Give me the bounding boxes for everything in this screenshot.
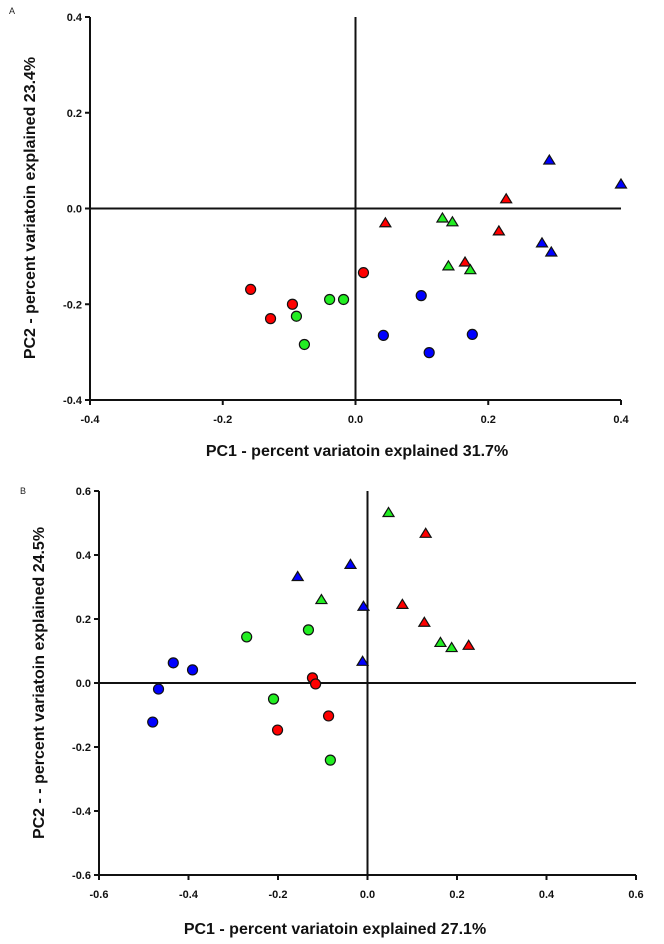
panel-b-y-tick-label: 0.6	[76, 486, 91, 498]
panel-b-point-green-circle	[267, 693, 280, 705]
panel-a-x-tick-label: 0.0	[348, 414, 363, 426]
panel-b-point-blue-triangle	[343, 558, 358, 569]
panel-b-x-tick-label: -0.6	[90, 889, 109, 901]
panel-a-chart: A PC2 - percent variatoin explained 23.4…	[9, 6, 630, 460]
panel-b-x-tick-label: -0.2	[269, 889, 288, 901]
panel-b-x-tick-label: -0.4	[179, 889, 199, 901]
panel-a-point-red-circle	[357, 267, 370, 279]
panel-b-label: B	[20, 486, 26, 496]
panel-a-point-blue-circle	[466, 328, 478, 341]
panel-b-point-blue-circle	[147, 716, 159, 728]
panel-a-x-tick-label: 0.4	[613, 414, 629, 426]
panel-b-point-green-circle	[324, 754, 336, 766]
panel-a-point-blue-triangle	[535, 236, 549, 248]
panel-a-y-axis-title: PC2 - percent variatoin explained 23.4%	[22, 57, 39, 359]
panel-a-point-green-circle	[324, 293, 336, 306]
panel-a-point-green-triangle	[441, 259, 455, 271]
panel-a-point-green-triangle	[435, 211, 450, 223]
panel-b-point-blue-circle	[186, 664, 199, 676]
panel-a-x-tick-label: -0.2	[213, 414, 232, 426]
panel-b-x-tick-label: 0.6	[628, 889, 643, 901]
panel-a-point-red-circle	[286, 298, 299, 310]
panel-b-point-blue-circle	[152, 683, 165, 695]
panel-b-point-blue-triangle	[356, 655, 370, 666]
panel-b-point-blue-triangle	[356, 600, 371, 611]
panel-b-point-green-circle	[302, 624, 315, 636]
panel-a-point-green-triangle	[463, 263, 477, 275]
panel-b-point-green-triangle	[433, 636, 448, 648]
panel-b-point-green-triangle	[381, 506, 396, 518]
panel-b-y-axis-title: PC2 - - percent variatoin explained 24.5…	[31, 527, 48, 839]
panel-a-point-green-triangle	[445, 215, 459, 227]
panel-b-point-green-circle	[241, 631, 253, 643]
panel-b-y-tick-label: -0.2	[72, 742, 91, 754]
panel-a-y-tick-label: 0.0	[67, 204, 82, 216]
panel-a-point-green-circle	[298, 338, 310, 351]
panel-b-y-tick-label: 0.0	[76, 678, 91, 690]
panel-a-y-tick-label: -0.2	[63, 299, 82, 311]
panel-b-x-tick-label: 0.0	[360, 889, 375, 901]
panel-a-point-blue-triangle	[614, 177, 628, 189]
panel-a-point-red-triangle	[499, 192, 513, 204]
panel-b-y-tick-label: -0.4	[72, 806, 92, 818]
panel-a-point-blue-triangle	[544, 245, 558, 257]
panel-a-y-tick-label: -0.4	[63, 395, 83, 407]
panel-a-point-blue-circle	[377, 329, 389, 341]
panel-a-markers	[245, 153, 628, 359]
panel-b-y-tick-label: 0.2	[76, 614, 91, 626]
panel-a-point-red-triangle	[458, 255, 472, 267]
panel-b-x-axis-title: PC1 - percent variatoin explained 27.1%	[184, 921, 486, 938]
panel-b-markers	[147, 506, 476, 766]
panel-b-x-ticks: -0.6 -0.4 -0.2 0.0 0.2 0.4 0.6	[90, 875, 644, 901]
panel-b-point-red-circle	[309, 678, 322, 690]
panel-a-point-blue-circle	[423, 347, 435, 359]
panel-b-y-ticks: -0.6 -0.4 -0.2 0.0 0.2 0.4 0.6	[72, 486, 99, 882]
panel-a-x-axis-title: PC1 - percent variatoin explained 31.7%	[206, 443, 508, 460]
panel-b-point-red-triangle	[419, 527, 433, 538]
panel-b-point-blue-circle	[167, 657, 179, 669]
panel-a-label: A	[9, 6, 15, 16]
panel-a-point-blue-circle	[415, 290, 427, 302]
panel-a-point-red-circle	[264, 313, 277, 325]
panel-a-y-ticks: -0.4 -0.2 0.0 0.2 0.4	[63, 12, 90, 407]
panel-a-point-red-triangle	[492, 224, 506, 236]
panel-a-point-red-triangle	[378, 216, 392, 228]
panel-b-point-blue-triangle	[291, 570, 305, 582]
panel-b-x-tick-label: 0.2	[449, 889, 464, 901]
panel-a-x-ticks: -0.4 -0.2 0.0 0.2 0.4	[81, 400, 630, 426]
panel-b-point-green-triangle	[445, 641, 459, 653]
panel-a-point-blue-triangle	[542, 153, 556, 165]
panel-a-point-green-circle	[337, 293, 350, 306]
panel-a-y-tick-label: 0.4	[67, 12, 83, 24]
panel-b-point-green-triangle	[314, 593, 328, 605]
panel-b-x-tick-label: 0.4	[539, 889, 555, 901]
panel-a-x-tick-label: 0.2	[481, 414, 496, 426]
panel-b-point-red-triangle	[395, 598, 409, 609]
panel-b-y-tick-label: -0.6	[72, 870, 91, 882]
panel-b-point-red-circle	[271, 724, 284, 736]
panel-b-y-tick-label: 0.4	[76, 550, 92, 562]
panel-b-chart: B PC2 - - percent variatoin explained 24…	[20, 486, 644, 938]
panel-a-point-red-circle	[245, 283, 257, 296]
panel-a-x-tick-label: -0.4	[81, 414, 101, 426]
panel-a-y-tick-label: 0.2	[67, 108, 82, 120]
panel-b-point-red-triangle	[462, 639, 476, 650]
panel-b-point-red-triangle	[417, 616, 431, 627]
panel-a-point-green-circle	[290, 310, 303, 322]
panel-b-point-red-circle	[322, 710, 335, 722]
